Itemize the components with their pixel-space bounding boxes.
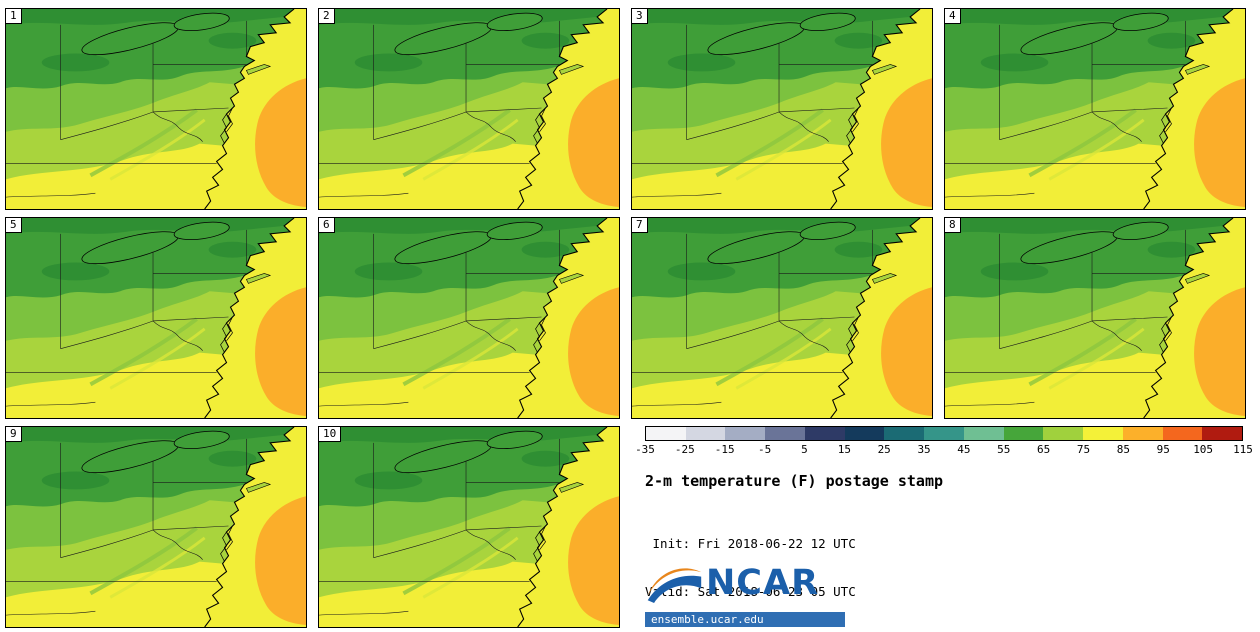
info-panel: -35 -25 -15 -5 5 15 25 35 45 55 65 75 85 95 105 115 2-m…: [631, 426, 1253, 628]
colorbar-tick: 85: [1116, 443, 1131, 456]
ensemble-member-panel: 5: [5, 217, 307, 419]
colorbar-ticks: -35 -25 -15 -5 5 15 25 35 45 55 65 75 85 95 105 115: [635, 443, 1253, 457]
temperature-map: [6, 218, 306, 418]
colorbar-tick: 45: [957, 443, 971, 456]
member-number-badge: 2: [319, 9, 335, 24]
member-number-badge: 8: [945, 218, 961, 233]
temperature-map: [945, 218, 1245, 418]
colorbar-tick: 25: [877, 443, 891, 456]
colorbar-segment: [884, 427, 925, 440]
temperature-map: [6, 427, 306, 627]
colorbar-segments: [646, 427, 1243, 440]
colorbar-segment: [804, 427, 845, 440]
colorbar-tick: 75: [1076, 443, 1091, 456]
temperature-map: [319, 427, 619, 627]
ensemble-member-panel: 10: [318, 426, 620, 628]
member-number-badge: 10: [319, 427, 342, 442]
member-number-badge: 9: [6, 427, 22, 442]
colorbar-tick: 15: [837, 443, 851, 456]
temperature-map: [945, 9, 1245, 209]
temperature-map: [319, 218, 619, 418]
ensemble-member-panel: 6: [318, 217, 620, 419]
colorbar-tick: 115: [1233, 443, 1253, 456]
colorbar-tick: -15: [714, 443, 735, 456]
member-number-badge: 1: [6, 9, 22, 24]
ensemble-member-panel: 2: [318, 8, 620, 210]
colorbar-tick: -35: [635, 443, 655, 456]
postage-stamp-grid: 1 2 3 4 5 6 7 8 9 10 -35 -25 -15-: [5, 8, 1253, 628]
member-number-badge: 7: [632, 218, 648, 233]
colorbar-tick: 35: [917, 443, 931, 456]
ensemble-url-text: ensemble.ucar.edu: [651, 613, 764, 626]
time-info: Init: Fri 2018-06-22 12 UTC Valid: Sat 2…: [645, 504, 856, 632]
ensemble-member-panel: 1: [5, 8, 307, 210]
plot-title: 2-m temperature (F) postage stamp: [645, 472, 944, 490]
colorbar-segment: [1162, 427, 1203, 440]
colorbar-segment: [1083, 427, 1123, 440]
colorbar-tick: -5: [757, 443, 772, 456]
colorbar-segment: [685, 427, 726, 440]
valid-time: Valid: Sat 2018-06-23 05 UTC: [645, 584, 856, 599]
colorbar-tick: 105: [1193, 443, 1214, 456]
colorbar-tick: 95: [1156, 443, 1170, 456]
ensemble-member-panel: 3: [631, 8, 933, 210]
colorbar-tick: 65: [1037, 443, 1051, 456]
colorbar-tick: 55: [997, 443, 1011, 456]
colorbar-segment: [725, 427, 766, 440]
ensemble-member-panel: 4: [944, 8, 1246, 210]
colorbar-segment: [924, 427, 964, 440]
member-number-badge: 3: [632, 9, 648, 24]
ensemble-member-panel: 9: [5, 426, 307, 628]
ensemble-member-panel: 7: [631, 217, 933, 419]
colorbar-tick: 5: [801, 443, 808, 456]
colorbar-segment: [1122, 427, 1163, 440]
colorbar-segment: [1043, 427, 1084, 440]
colorbar: [645, 426, 1243, 441]
temperature-map: [632, 9, 932, 209]
member-number-badge: 4: [945, 9, 961, 24]
ncar-logo-mark: [647, 568, 702, 603]
ncar-logo-text: NCAR: [706, 563, 820, 603]
colorbar-segment: [1003, 427, 1044, 440]
colorbar-segment: [844, 427, 885, 440]
colorbar-segment: [963, 427, 1004, 440]
temperature-map: [319, 9, 619, 209]
ensemble-member-panel: 8: [944, 217, 1246, 419]
member-number-badge: 5: [6, 218, 22, 233]
ncar-logo: NCAR: [645, 562, 819, 604]
colorbar-segment: [765, 427, 805, 440]
colorbar-tick: -25: [674, 443, 695, 456]
colorbar-segment: [646, 427, 686, 440]
colorbar-segment: [1202, 427, 1243, 440]
temperature-map: [632, 218, 932, 418]
member-number-badge: 6: [319, 218, 335, 233]
init-time: Init: Fri 2018-06-22 12 UTC: [645, 536, 856, 551]
temperature-map: [6, 9, 306, 209]
ensemble-url-bar: ensemble.ucar.edu: [645, 612, 845, 627]
